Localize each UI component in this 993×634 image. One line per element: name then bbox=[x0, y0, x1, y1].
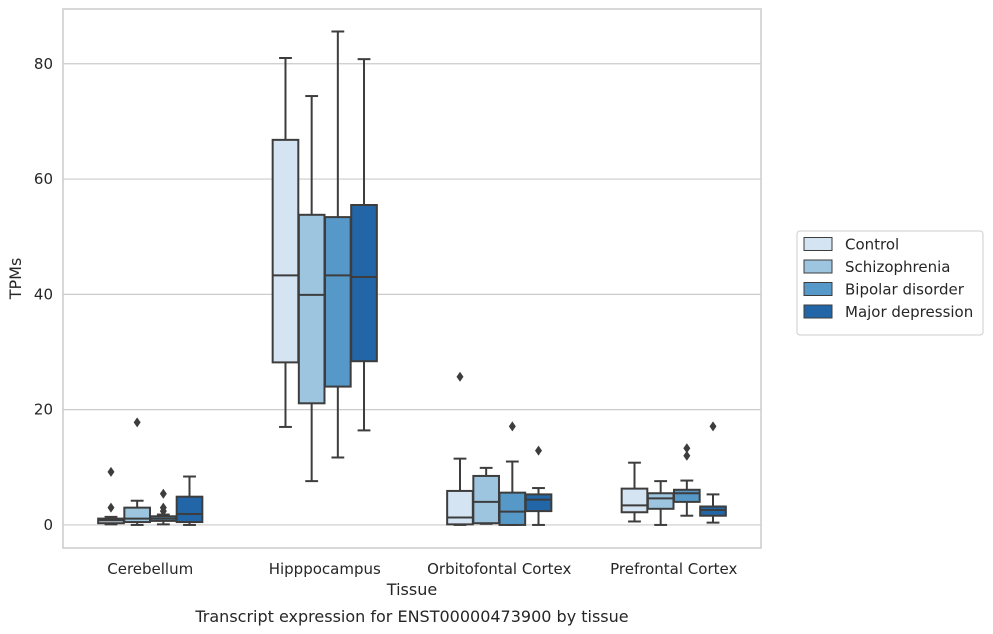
legend-swatch bbox=[803, 237, 833, 251]
box-1-2 bbox=[472, 466, 500, 525]
box-3-0 bbox=[175, 475, 204, 526]
box-layer bbox=[97, 30, 727, 526]
x-tick-label: Orbitofontal Cortex bbox=[427, 560, 571, 578]
legend-label: Major depression bbox=[845, 303, 973, 321]
plot-frame bbox=[62, 8, 762, 549]
box-iqr bbox=[350, 204, 378, 363]
box-0-0 bbox=[97, 466, 125, 526]
box-iqr bbox=[646, 492, 675, 510]
legend-label: Bipolar disorder bbox=[845, 281, 965, 299]
outlier-point bbox=[683, 443, 691, 454]
y-tick-label: 40 bbox=[34, 285, 53, 303]
box-3-3 bbox=[699, 421, 727, 524]
box-3-1 bbox=[350, 58, 378, 432]
legend-swatch bbox=[803, 259, 833, 274]
box-iqr bbox=[271, 138, 300, 364]
x-axis-label: Tissue bbox=[386, 580, 437, 599]
outlier-point bbox=[535, 445, 543, 456]
box-iqr bbox=[297, 213, 326, 405]
legend-label: Control bbox=[845, 236, 899, 254]
box-iqr bbox=[175, 495, 204, 524]
box-iqr bbox=[673, 488, 701, 503]
box-iqr bbox=[620, 487, 649, 514]
box-1-3 bbox=[646, 480, 675, 526]
box-2-3 bbox=[673, 443, 701, 517]
y-tick-labels: 0 20 40 60 80 bbox=[34, 55, 53, 534]
box-iqr bbox=[524, 493, 553, 513]
outlier-point bbox=[159, 488, 167, 499]
legend-items: Control Schizophrenia Bipolar disorder Majo… bbox=[803, 236, 973, 321]
box-2-0 bbox=[149, 488, 178, 526]
y-tick-label: 0 bbox=[43, 516, 53, 534]
box-1-1 bbox=[297, 95, 326, 483]
y-tick-label: 20 bbox=[34, 401, 53, 419]
box-iqr bbox=[699, 505, 727, 517]
x-tick-labels: Cerebellum Hipppocampus Orbitofontal Corte… bbox=[107, 560, 737, 578]
box-2-1 bbox=[324, 30, 352, 459]
outlier-point bbox=[107, 466, 115, 477]
outlier-point bbox=[508, 421, 516, 432]
outlier-point bbox=[107, 502, 115, 513]
outlier-point bbox=[709, 421, 717, 432]
legend-label: Schizophrenia bbox=[845, 258, 950, 276]
box-3-2 bbox=[524, 445, 553, 526]
y-axis-label: TPMs bbox=[6, 258, 25, 301]
box-1-0 bbox=[123, 417, 151, 526]
box-iqr bbox=[324, 216, 352, 388]
box-0-3 bbox=[620, 461, 649, 523]
box-iqr bbox=[472, 474, 500, 525]
x-tick-label: Prefrontal Cortex bbox=[610, 560, 737, 578]
box-iqr bbox=[498, 491, 527, 526]
grid-layer bbox=[63, 63, 761, 526]
outlier-point bbox=[159, 506, 167, 517]
x-tick-label: Hipppocampus bbox=[269, 560, 381, 578]
legend-swatch bbox=[803, 282, 833, 296]
box-2-2 bbox=[498, 421, 527, 526]
outlier-point bbox=[683, 450, 691, 461]
box-iqr bbox=[123, 506, 151, 524]
chart-caption: Transcript expression for ENST0000047390… bbox=[194, 607, 628, 626]
outlier-point bbox=[456, 371, 464, 382]
legend-swatch bbox=[803, 304, 833, 319]
box-iqr bbox=[446, 489, 474, 526]
x-tick-label: Cerebellum bbox=[107, 560, 193, 578]
outlier-point bbox=[133, 417, 141, 428]
y-tick-label: 60 bbox=[34, 170, 53, 188]
legend: Control Schizophrenia Bipolar disorder Majo… bbox=[796, 230, 984, 336]
legend-frame bbox=[796, 230, 984, 336]
box-0-2 bbox=[446, 371, 474, 526]
box-0-1 bbox=[271, 57, 300, 428]
y-tick-label: 80 bbox=[34, 55, 53, 73]
